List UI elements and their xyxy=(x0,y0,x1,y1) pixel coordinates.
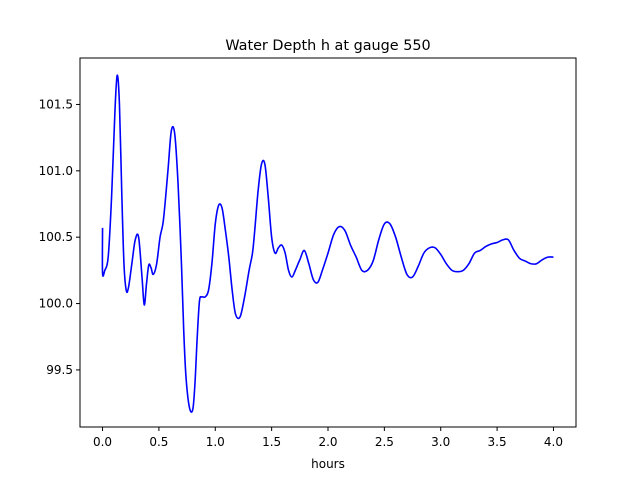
y-tick-label: 101.5 xyxy=(39,97,73,111)
plot-area xyxy=(101,74,554,413)
y-tick-label: 99.5 xyxy=(46,363,73,377)
y-tick-label: 101.0 xyxy=(39,164,73,178)
x-tick-label: 2.5 xyxy=(375,435,394,449)
x-tick-label: 1.0 xyxy=(206,435,225,449)
x-tick-label: 4.0 xyxy=(544,435,563,449)
chart-title: Water Depth h at gauge 550 xyxy=(225,38,430,54)
y-axis: 99.5 100.0 100.5 101.0 101.5 xyxy=(39,97,80,377)
x-tick-label: 0.0 xyxy=(93,435,112,449)
x-tick-label: 2.0 xyxy=(318,435,337,449)
y-tick-label: 100.5 xyxy=(39,230,73,244)
series-line-0 xyxy=(101,74,554,413)
x-tick-label: 3.5 xyxy=(488,435,507,449)
x-tick-label: 0.5 xyxy=(149,435,168,449)
x-tick-label: 3.0 xyxy=(431,435,450,449)
x-axis-label: hours xyxy=(311,457,345,471)
x-axis: 0.0 0.5 1.0 1.5 2.0 2.5 3.0 3.5 4.0 xyxy=(93,427,563,449)
x-tick-label: 1.5 xyxy=(262,435,281,449)
y-tick-label: 100.0 xyxy=(39,297,73,311)
plot-frame xyxy=(79,57,577,428)
